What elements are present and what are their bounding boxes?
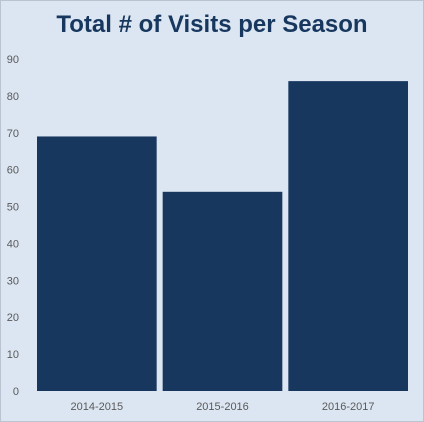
bar-2015-2016 (162, 191, 283, 391)
bar-2016-2017 (288, 81, 408, 391)
y-tick-label: 40 (7, 238, 19, 250)
y-tick-label: 30 (7, 275, 19, 287)
x-tick-label: 2015-2016 (196, 401, 249, 413)
y-tick-label: 90 (7, 54, 19, 66)
y-tick-label: 80 (7, 91, 19, 103)
y-tick-label: 60 (7, 165, 19, 177)
x-tick-label: 2014-2015 (71, 401, 124, 413)
chart-title: Total # of Visits per Season (56, 11, 368, 38)
x-tick-label: 2016-2017 (322, 401, 375, 413)
y-tick-label: 0 (13, 386, 19, 398)
y-tick-label: 70 (7, 128, 19, 140)
y-tick-label: 20 (7, 312, 19, 324)
y-tick-label: 50 (7, 202, 19, 214)
bar-2014-2015 (37, 136, 157, 391)
y-tick-label: 10 (7, 349, 19, 361)
